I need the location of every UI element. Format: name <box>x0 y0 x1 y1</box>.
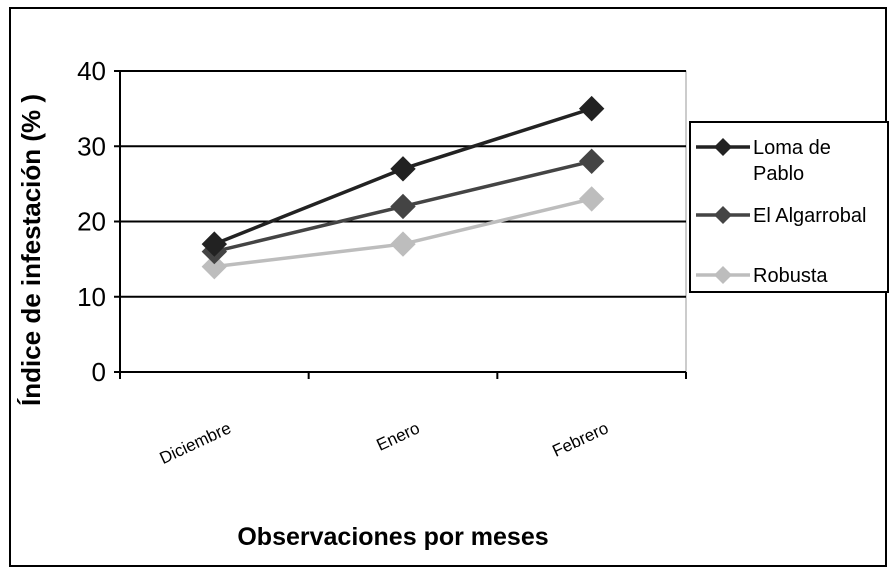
y-tick-label-10: 10 <box>77 282 106 312</box>
x-tick-label-febrero: Febrero <box>549 418 611 460</box>
x-axis-title: Observaciones por meses <box>237 523 548 551</box>
legend-label-el-algarrobal: El Algarrobal <box>753 205 866 227</box>
data-point-robusta-0 <box>201 253 228 280</box>
data-point-loma-de-pablo-0 <box>201 231 228 257</box>
legend-marker-robusta <box>714 266 732 284</box>
y-tick-label-30: 30 <box>77 131 106 161</box>
data-point-robusta-1 <box>390 231 416 257</box>
y-axis-title: Índice de infestación (% ) <box>16 94 46 406</box>
data-point-loma-de-pablo-2 <box>578 95 605 122</box>
legend-marker-el-algarrobal <box>714 206 732 224</box>
y-tick-label-20: 20 <box>77 207 106 237</box>
data-point-el-algarrobal-1 <box>390 193 416 220</box>
legend: Loma de Pablo El Algarrobal Robusta <box>689 121 889 293</box>
data-point-loma-de-pablo-1 <box>390 156 416 182</box>
data-point-robusta-2 <box>578 186 605 212</box>
x-tick-labels: Diciembre Enero Febrero <box>157 418 612 468</box>
x-tick-label-enero: Enero <box>374 418 423 454</box>
gridlines <box>120 70 686 298</box>
series-lines <box>201 95 605 280</box>
x-tick-label-diciembre: Diciembre <box>157 418 234 468</box>
legend-marker-loma-de-pablo <box>714 138 732 156</box>
y-tick-label-0: 0 <box>92 357 106 387</box>
y-tick-label-40: 40 <box>77 56 106 86</box>
legend-label-loma-de-pablo: Loma de Pablo <box>753 137 831 185</box>
data-point-el-algarrobal-2 <box>578 148 605 175</box>
axes <box>114 70 687 379</box>
y-tick-labels: 0 10 20 30 40 <box>77 56 106 387</box>
legend-label-robusta: Robusta <box>753 265 828 287</box>
